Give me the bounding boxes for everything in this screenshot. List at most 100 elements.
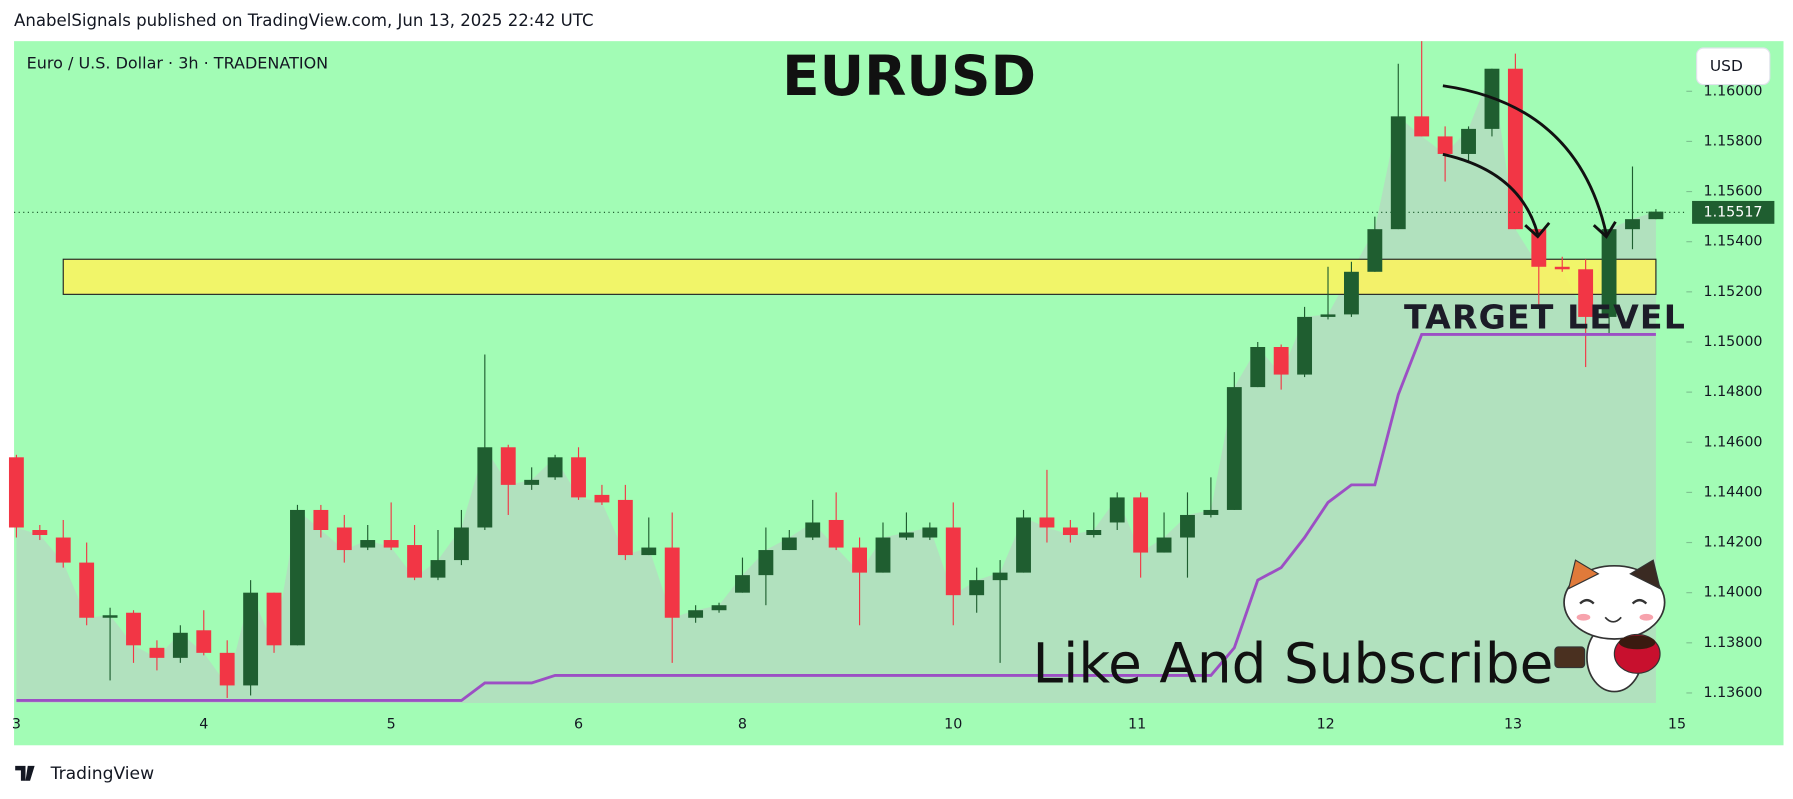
indicator-line xyxy=(16,333,1656,702)
y-tick-label: 1.14000 xyxy=(1704,585,1763,601)
candle-body xyxy=(1297,316,1313,375)
candle-body xyxy=(805,522,821,538)
x-tick-label: 11 xyxy=(1128,717,1146,733)
candle-body xyxy=(453,527,469,561)
candle-body xyxy=(1039,517,1055,528)
candle-body xyxy=(594,494,610,503)
candle-body xyxy=(1414,116,1430,137)
x-tick-label: 15 xyxy=(1668,717,1686,733)
x-tick-label: 6 xyxy=(574,717,583,733)
candle-body xyxy=(313,509,329,531)
currency-label[interactable]: USD xyxy=(1710,57,1743,75)
candle-body xyxy=(149,647,165,658)
candle-body xyxy=(1531,229,1547,267)
candle-body xyxy=(922,527,938,538)
candle-body xyxy=(102,615,118,618)
chart-title: EURUSD xyxy=(782,44,1036,108)
x-tick-label: 12 xyxy=(1317,717,1335,733)
candle-body xyxy=(945,527,961,596)
candle-body xyxy=(407,545,422,578)
last-price-label: 1.15517 xyxy=(1704,204,1763,220)
brand-name: TradingView xyxy=(50,764,154,784)
candle-body xyxy=(758,550,774,576)
candle-body xyxy=(828,519,844,548)
candle-body xyxy=(1554,266,1570,270)
candle-body xyxy=(266,592,282,646)
candle-body xyxy=(172,632,188,658)
candle-body xyxy=(360,540,376,548)
candle-body xyxy=(290,509,305,646)
y-tick-label: 1.16000 xyxy=(1704,83,1763,99)
candle-body xyxy=(852,547,868,573)
y-tick-label: 1.14800 xyxy=(1704,384,1763,400)
candle-body xyxy=(1648,211,1664,220)
candle-body xyxy=(1437,136,1453,154)
candle-body xyxy=(641,547,657,556)
curved-arrow xyxy=(1442,152,1540,235)
candle-body xyxy=(1601,229,1617,317)
curved-arrow xyxy=(1442,84,1608,235)
y-tick-label: 1.14600 xyxy=(1704,434,1763,450)
candle-body xyxy=(1016,517,1031,573)
candle-body xyxy=(126,612,141,646)
candle-body xyxy=(1625,219,1640,230)
candle-body xyxy=(196,630,212,653)
x-tick-label: 8 xyxy=(738,717,747,733)
x-tick-label: 4 xyxy=(199,717,208,733)
candle-body xyxy=(1367,229,1383,272)
candle-body xyxy=(1507,68,1523,230)
candle-body xyxy=(1086,530,1102,536)
cat-sticker xyxy=(1554,559,1666,693)
brand-logo xyxy=(15,765,35,781)
candle-body xyxy=(1180,514,1195,538)
candle-body xyxy=(1578,269,1594,317)
candle-body xyxy=(735,575,750,593)
y-tick-label: 1.13800 xyxy=(1704,635,1763,651)
x-tick-label: 13 xyxy=(1504,717,1522,733)
candle-body xyxy=(430,560,446,578)
last-price-box xyxy=(1692,200,1775,224)
candle-body xyxy=(688,610,704,618)
y-tick-label: 1.15600 xyxy=(1704,184,1763,200)
plot: 1.13600 1.13800 1.14000 1.14200 1.14400 1.146… xyxy=(8,41,1763,733)
candle-body xyxy=(1156,537,1172,553)
y-tick-label: 1.15400 xyxy=(1704,234,1763,250)
publish-info: AnabelSignals published on TradingView.c… xyxy=(14,11,593,30)
candle-body xyxy=(992,572,1008,581)
arrow-head xyxy=(1592,221,1617,239)
candle-body xyxy=(711,605,727,611)
y-tick-label: 1.15800 xyxy=(1704,133,1763,149)
candle-body xyxy=(524,479,540,485)
candle-body xyxy=(55,537,71,563)
currency-button[interactable] xyxy=(1696,47,1771,86)
candle-body xyxy=(243,592,259,686)
y-tick-label: 1.15200 xyxy=(1704,284,1763,300)
candle-body xyxy=(571,457,586,498)
candle-body xyxy=(32,530,48,536)
candle-body xyxy=(1320,314,1336,317)
candle-body xyxy=(383,540,399,548)
candle-body xyxy=(79,562,95,618)
candle-body xyxy=(8,457,24,528)
candle-body xyxy=(500,447,516,485)
candle-body xyxy=(898,532,914,538)
candle-body xyxy=(1273,346,1289,375)
candle-body xyxy=(969,580,985,596)
symbol-info: Euro / U.S. Dollar · 3h · TRADENATION xyxy=(27,54,329,73)
candle-body xyxy=(664,547,680,618)
decorations xyxy=(1442,84,1666,693)
candle-body xyxy=(1062,527,1078,536)
candle-body xyxy=(1343,271,1359,315)
candle-body xyxy=(1109,497,1125,523)
candle-body xyxy=(1203,509,1219,515)
target-label: TARGET LEVEL xyxy=(1404,297,1686,336)
close-area xyxy=(16,68,1656,703)
y-tick-label: 1.13600 xyxy=(1704,685,1763,701)
y-tick-label: 1.14200 xyxy=(1704,535,1763,551)
candle-body xyxy=(547,457,563,478)
candle-body xyxy=(1390,116,1406,230)
candle-body xyxy=(1250,346,1266,388)
candle-body xyxy=(617,499,633,556)
candle-body xyxy=(219,652,235,686)
